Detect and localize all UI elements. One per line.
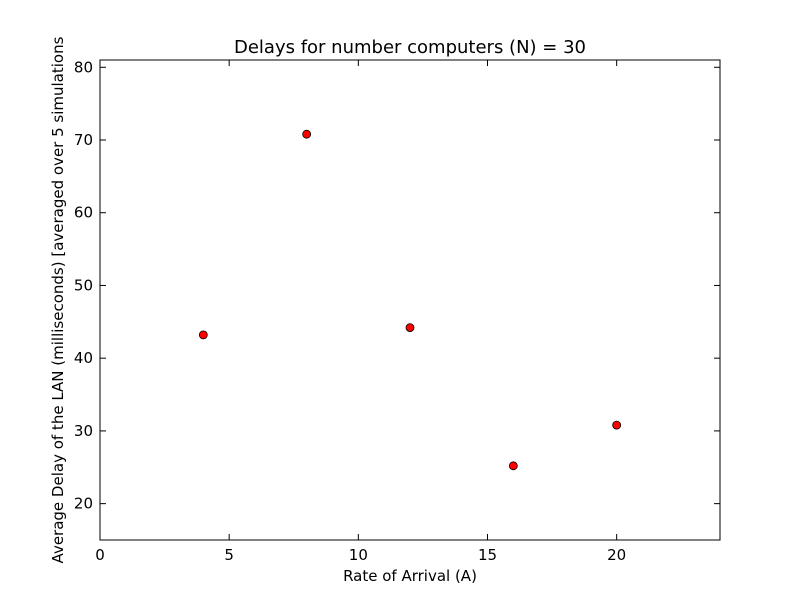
x-axis-label: Rate of Arrival (A)	[343, 567, 477, 585]
y-tick-label: 70	[74, 131, 93, 149]
data-points	[198, 129, 622, 471]
y-tick-label: 60	[74, 204, 93, 222]
data-point	[302, 129, 312, 139]
data-point	[612, 420, 622, 430]
data-point	[405, 323, 415, 333]
x-tick-label: 5	[224, 546, 234, 564]
x-tick-label: 10	[349, 546, 368, 564]
x-axis: 0 5 10 15 20	[95, 60, 626, 564]
y-tick-label: 40	[74, 349, 93, 367]
plot-area	[99, 59, 721, 541]
data-point	[198, 330, 208, 340]
x-tick-label: 15	[478, 546, 497, 564]
plot-frame	[99, 59, 721, 541]
y-tick-label: 20	[74, 495, 93, 513]
chart-title: Delays for number computers (N) = 30	[234, 37, 586, 58]
y-tick-label: 50	[74, 276, 93, 294]
y-axis: 20 30 40 50 60 70 80	[74, 58, 720, 513]
x-tick-label: 0	[95, 546, 105, 564]
x-tick-label: 20	[607, 546, 626, 564]
y-axis-label: Average Delay of the LAN (milliseconds) …	[49, 36, 67, 563]
y-tick-label: 30	[74, 422, 93, 440]
y-tick-label: 80	[74, 58, 93, 76]
data-point	[508, 461, 518, 471]
